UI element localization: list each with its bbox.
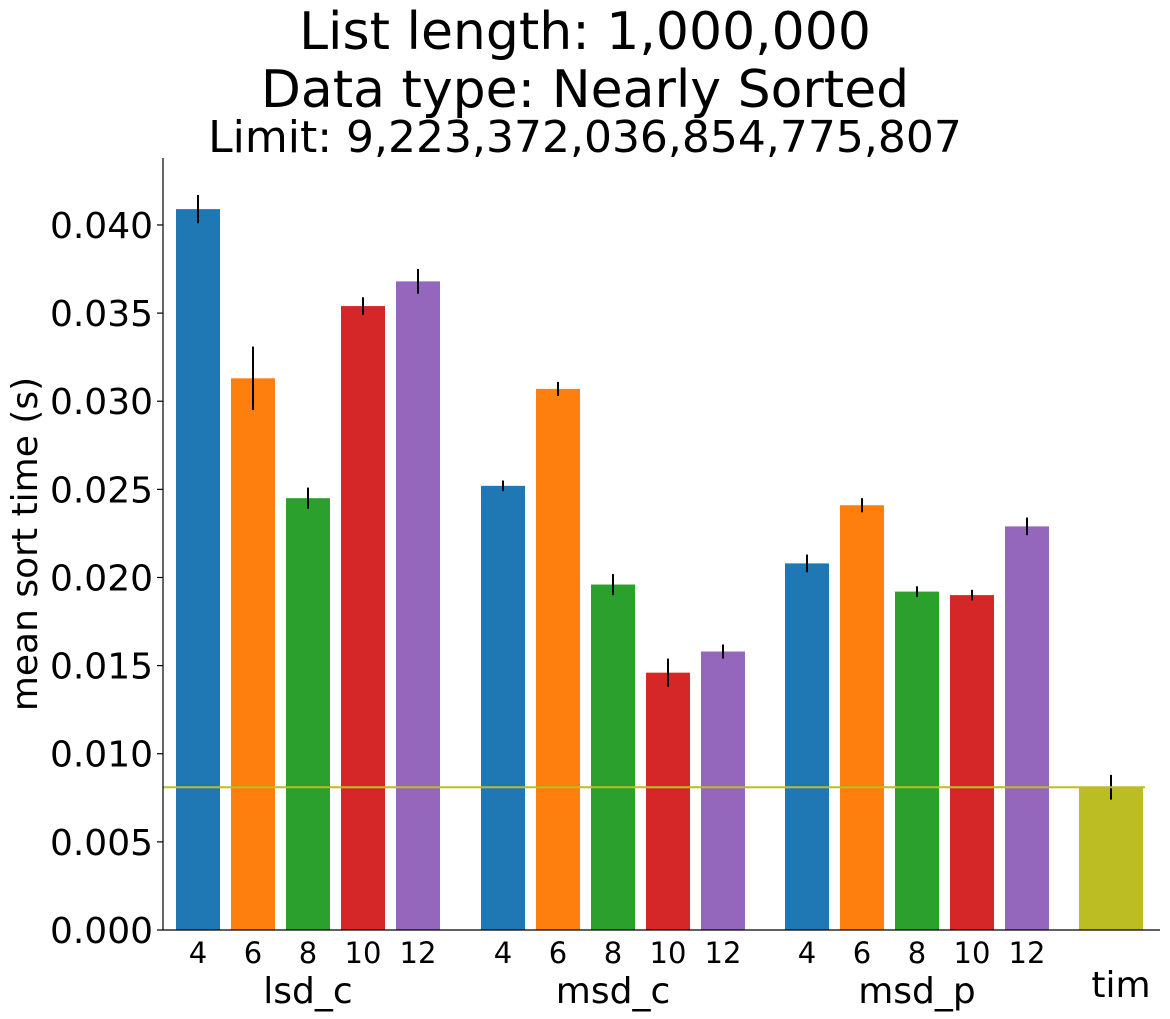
bar <box>231 378 275 930</box>
x-tick-label: 10 <box>954 936 991 970</box>
bar <box>1005 526 1049 930</box>
y-tick-label: 0.005 <box>50 823 153 864</box>
x-tick-label: 8 <box>604 936 622 970</box>
bar <box>341 306 385 930</box>
x-group-label: msd_p <box>858 971 976 1012</box>
x-tick-label: 4 <box>494 936 512 970</box>
y-tick-label: 0.015 <box>50 647 153 688</box>
x-tick-label: 4 <box>798 936 816 970</box>
x-tick-label: 6 <box>549 936 567 970</box>
bar <box>176 209 220 931</box>
y-tick-label: 0.030 <box>50 382 153 423</box>
y-axis-label: mean sort time (s) <box>5 377 46 711</box>
x-tick-label: 12 <box>1009 936 1046 970</box>
x-tick-label: 6 <box>244 936 262 970</box>
bar <box>950 595 994 930</box>
y-tick-label: 0.040 <box>50 206 153 247</box>
x-tick-label: 4 <box>189 936 207 970</box>
x-group-label: lsd_c <box>263 971 352 1012</box>
x-tick-label: 8 <box>908 936 926 970</box>
bar <box>840 505 884 930</box>
bar <box>895 591 939 930</box>
bar <box>536 388 580 930</box>
bar <box>396 281 440 930</box>
x-tick-label: 6 <box>853 936 871 970</box>
y-tick-label: 0.010 <box>50 735 153 776</box>
x-tick-label: 10 <box>345 936 382 970</box>
bar <box>701 651 745 930</box>
x-tick-label: 8 <box>299 936 317 970</box>
chart-title: List length: 1,000,000 <box>299 2 871 62</box>
bar <box>591 584 635 930</box>
y-tick-label: 0.025 <box>50 470 153 511</box>
chart-subtitle: Data type: Nearly Sorted <box>260 60 910 120</box>
y-tick-label: 0.020 <box>50 558 153 599</box>
x-group-label: tim <box>1091 965 1150 1006</box>
bar <box>646 672 690 930</box>
bar <box>1079 787 1143 930</box>
x-tick-label: 12 <box>705 936 742 970</box>
x-tick-label: 10 <box>650 936 687 970</box>
bar <box>481 485 525 930</box>
y-tick-label: 0.035 <box>50 294 153 335</box>
x-tick-label: 12 <box>400 936 437 970</box>
y-tick-label: 0.000 <box>50 911 153 952</box>
x-group-label: msd_c <box>556 971 670 1012</box>
bar <box>785 563 829 930</box>
bar <box>286 498 330 930</box>
chart-subtitle-limit: Limit: 9,223,372,036,854,775,807 <box>208 112 962 163</box>
